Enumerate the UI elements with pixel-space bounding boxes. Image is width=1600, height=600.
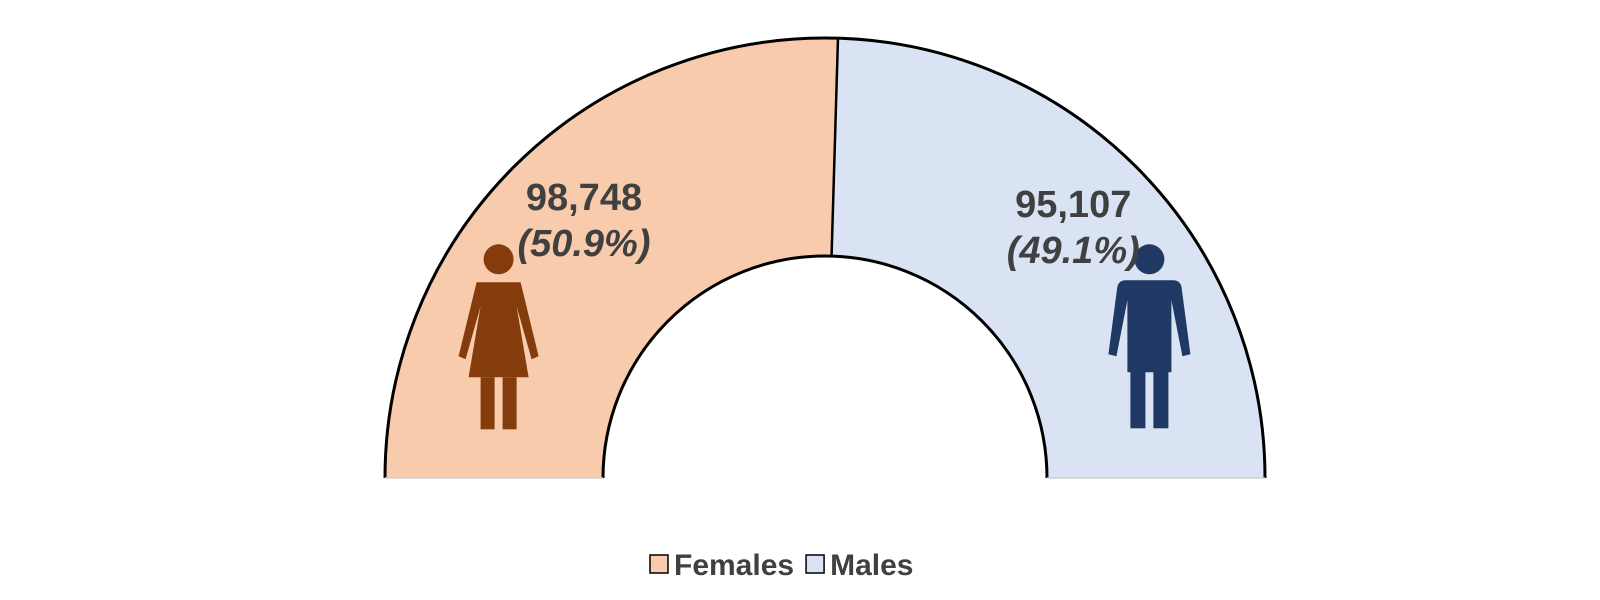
- percent-label-females: (50.9%): [517, 223, 650, 265]
- value-label-males: 95,107: [1015, 184, 1131, 226]
- legend-swatch-males: [806, 555, 824, 573]
- legend-label-males: Males: [830, 549, 913, 582]
- legend: Females Males: [650, 549, 913, 582]
- legend-swatch-females: [650, 555, 668, 573]
- legend-label-females: Females: [674, 549, 794, 582]
- legend-entry-males: Males: [806, 549, 913, 582]
- value-label-females: 98,748: [526, 177, 642, 219]
- legend-entry-females: Females: [650, 549, 794, 582]
- percent-label-males: (49.1%): [1007, 230, 1140, 272]
